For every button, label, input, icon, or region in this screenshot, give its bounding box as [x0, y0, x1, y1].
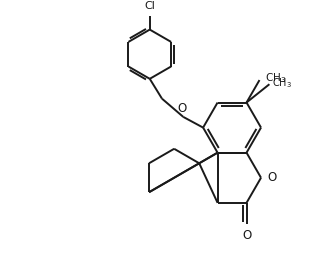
Text: O: O — [267, 171, 276, 184]
Text: CH$_3$: CH$_3$ — [273, 76, 292, 90]
Text: O: O — [242, 229, 251, 242]
Text: Cl: Cl — [144, 1, 155, 11]
Text: O: O — [177, 102, 186, 115]
Text: CH$_3$: CH$_3$ — [265, 72, 286, 85]
